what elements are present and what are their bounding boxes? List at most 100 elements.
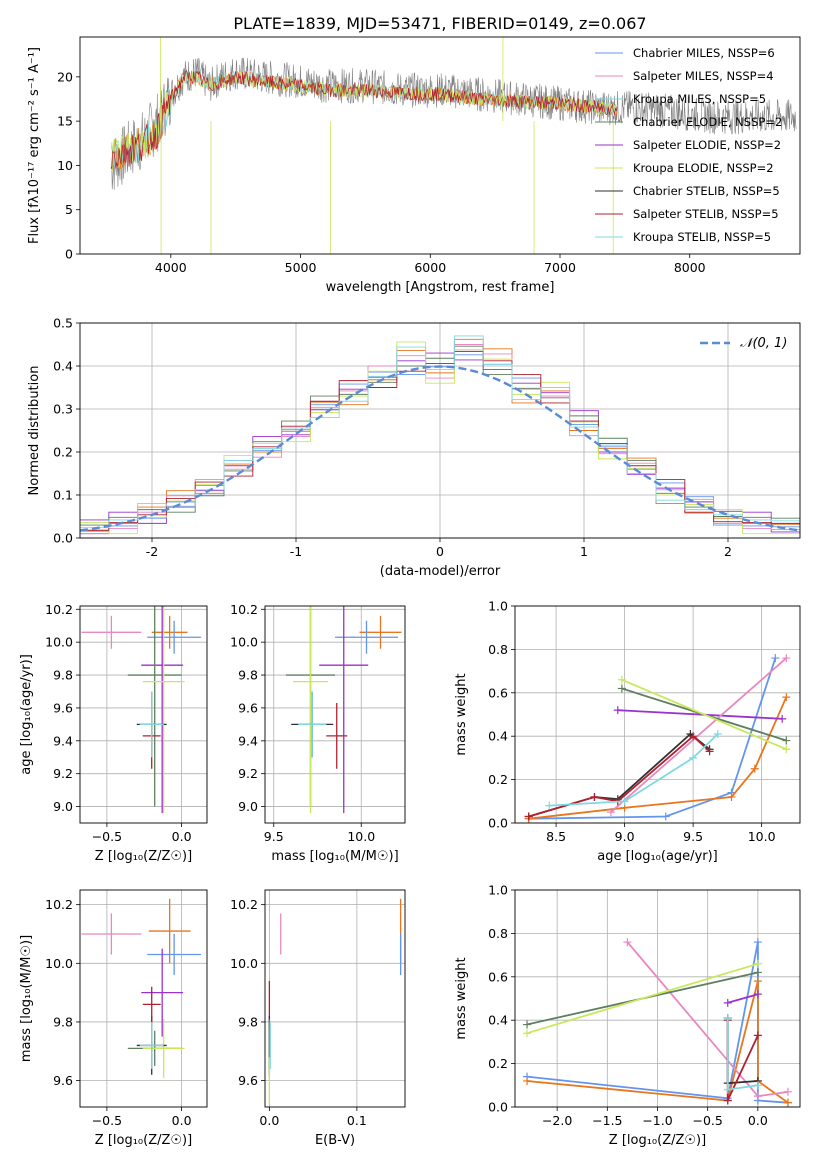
gaussian-curve bbox=[80, 365, 800, 532]
weight-marker bbox=[689, 732, 698, 741]
weight-marker bbox=[590, 792, 599, 801]
residual-histogram bbox=[80, 352, 800, 533]
x-axis-label: age [log₁₀(age/yr)] bbox=[597, 849, 718, 864]
weight-line bbox=[727, 993, 759, 1004]
x-tick-label: 0.0 bbox=[172, 829, 192, 844]
plot-area bbox=[524, 654, 791, 823]
weight-line bbox=[526, 962, 759, 1035]
y-axis-label: Normed distribution bbox=[27, 366, 42, 496]
weight-marker bbox=[723, 998, 732, 1007]
y-tick-label: 10.0 bbox=[45, 956, 73, 971]
panel-weight_vs_age: 8.5 9.0 9.5 10.0 0.0 0.2 0.4 0.6 0.8 1.0 age [log₁… bbox=[454, 599, 801, 864]
y-tick-label: 0.0 bbox=[53, 531, 73, 546]
x-axis-label: E(B-V) bbox=[315, 1133, 355, 1148]
panel-mass_vs_ebv: 0.0 0.1 9.6 9.8 10.0 10.2 E(B-V) bbox=[230, 889, 406, 1148]
x-tick-label: −0.5 bbox=[92, 829, 122, 844]
x-tick-label: −0.5 bbox=[92, 1113, 122, 1128]
legend-label: Chabrier MILES, NSSP=6 bbox=[633, 46, 775, 60]
weight-line bbox=[617, 709, 783, 720]
weight-marker bbox=[750, 764, 759, 773]
weight-marker bbox=[753, 959, 762, 968]
weight-marker bbox=[753, 1031, 762, 1040]
x-tick-label: 9.5 bbox=[264, 829, 284, 844]
legend-label: Salpeter STELIB, NSSP=5 bbox=[633, 207, 779, 221]
weight-marker bbox=[620, 797, 629, 806]
weight-marker bbox=[783, 1098, 792, 1107]
axes-frame bbox=[514, 605, 801, 824]
observed-spectrum bbox=[110, 57, 797, 190]
y-tick-label: 10.2 bbox=[45, 602, 73, 617]
y-tick-label: 9.6 bbox=[238, 1073, 258, 1088]
weight-marker bbox=[753, 968, 762, 977]
weight-marker bbox=[705, 747, 714, 756]
x-tick-label: 0 bbox=[436, 544, 444, 559]
y-tick-label: 20 bbox=[57, 69, 73, 84]
legend-label: Salpeter ELODIE, NSSP=2 bbox=[633, 138, 781, 152]
y-axis-label: mass weight bbox=[454, 957, 469, 1039]
x-tick-label: 0.0 bbox=[748, 1113, 768, 1128]
weight-marker bbox=[753, 1092, 762, 1101]
weight-marker bbox=[782, 693, 791, 702]
y-tick-label: 10.0 bbox=[45, 635, 73, 650]
y-tick-label: 0.0 bbox=[488, 1100, 508, 1115]
y-axis-label: age [log₁₀(age/yr)] bbox=[19, 654, 34, 775]
y-tick-label: 10.2 bbox=[45, 897, 73, 912]
axes-frame bbox=[79, 889, 208, 1108]
y-tick-label: 1.0 bbox=[488, 599, 508, 614]
x-tick-label: 0.1 bbox=[347, 1113, 367, 1128]
y-tick-label: 10.0 bbox=[230, 956, 258, 971]
y-tick-label: 0.4 bbox=[488, 1013, 508, 1028]
x-axis-label: mass [log₁₀(M/M☉)] bbox=[271, 849, 398, 864]
x-tick-label: 5000 bbox=[285, 260, 317, 275]
weight-marker bbox=[523, 1076, 532, 1085]
axes-frame bbox=[264, 605, 406, 824]
plot-area bbox=[110, 37, 797, 254]
weight-marker bbox=[524, 812, 533, 821]
axes-frame bbox=[79, 605, 208, 824]
y-axis-label: mass [log₁₀(M/M☉)] bbox=[19, 935, 34, 1062]
y-tick-label: 0.2 bbox=[53, 445, 73, 460]
y-tick-label: 9.2 bbox=[238, 766, 258, 781]
weight-marker bbox=[723, 1085, 732, 1094]
weight-marker bbox=[661, 812, 670, 821]
legend-label: Kroupa MILES, NSSP=5 bbox=[633, 92, 766, 106]
y-tick-label: 0.4 bbox=[488, 729, 508, 744]
axes-frame bbox=[79, 322, 801, 539]
weight-marker bbox=[771, 654, 780, 663]
x-tick-label: 10.0 bbox=[748, 829, 776, 844]
x-tick-label: 9.5 bbox=[683, 829, 703, 844]
y-tick-label: 1.0 bbox=[488, 883, 508, 898]
legend-label: Kroupa ELODIE, NSSP=2 bbox=[633, 161, 774, 175]
panel-weight_vs_z: −2.0 −1.5 −1.0 −0.5 0.0 0.0 0.2 0.4 0.6 0.8 1.0 Z [… bbox=[454, 883, 801, 1148]
x-tick-label: 9.0 bbox=[615, 829, 635, 844]
y-tick-label: 0.2 bbox=[488, 772, 508, 787]
y-tick-label: 0.2 bbox=[488, 1056, 508, 1071]
y-tick-label: 0 bbox=[65, 247, 73, 262]
y-tick-label: 10.0 bbox=[230, 635, 258, 650]
axes-frame bbox=[79, 36, 801, 255]
legend-label: Salpeter MILES, NSSP=4 bbox=[633, 69, 774, 83]
y-tick-label: 9.8 bbox=[238, 1014, 258, 1029]
plot-area bbox=[523, 938, 792, 1107]
y-tick-label: 10.2 bbox=[230, 602, 258, 617]
axes-frame bbox=[514, 889, 801, 1108]
weight-marker bbox=[617, 675, 626, 684]
weight-marker bbox=[782, 736, 791, 745]
y-tick-label: 9.8 bbox=[238, 668, 258, 683]
y-tick-label: 9.6 bbox=[53, 1073, 73, 1088]
x-axis-label: Z [log₁₀(Z/Z☉)] bbox=[95, 1133, 192, 1148]
x-tick-label: −1.5 bbox=[592, 1113, 622, 1128]
x-tick-label: -2 bbox=[146, 544, 158, 559]
weight-marker bbox=[613, 706, 622, 715]
y-tick-label: 0.6 bbox=[488, 969, 508, 984]
x-tick-label: −0.5 bbox=[692, 1113, 722, 1128]
x-tick-label: 10.0 bbox=[347, 829, 375, 844]
y-tick-label: 10.2 bbox=[230, 897, 258, 912]
y-tick-label: 9.6 bbox=[238, 700, 258, 715]
x-tick-label: −1.0 bbox=[642, 1113, 672, 1128]
y-tick-label: 0.6 bbox=[488, 685, 508, 700]
y-tick-label: 0.0 bbox=[488, 816, 508, 831]
y-tick-label: 0.8 bbox=[488, 642, 508, 657]
